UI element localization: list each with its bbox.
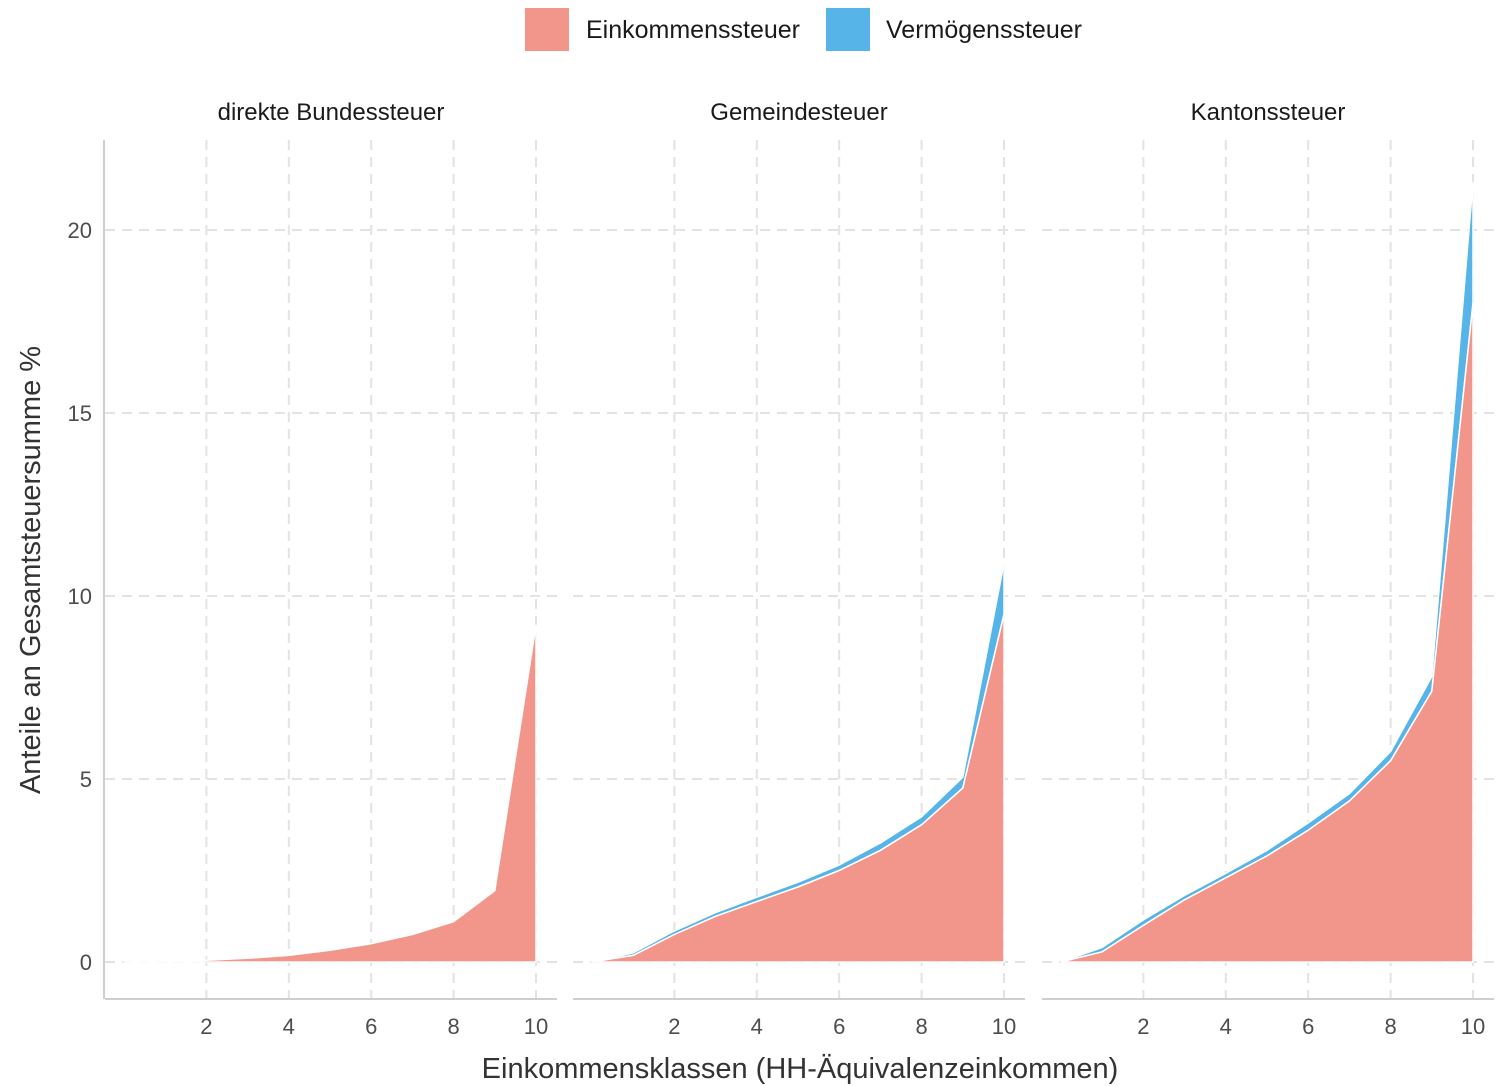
x-tick-label-6: 6 — [833, 1014, 845, 1039]
x-tick-label-10: 10 — [524, 1014, 548, 1039]
legend-swatch-1 — [525, 8, 569, 51]
panel-3: Kantonssteuer 2 4 6 8 10 — [1042, 99, 1494, 1039]
x-tick-label-8: 8 — [915, 1014, 927, 1039]
area-einkommenssteuer — [123, 624, 537, 963]
y-tick-label-15: 15 — [68, 401, 92, 426]
x-tick-label-6: 6 — [1302, 1014, 1314, 1039]
panel-1: direkte Bundessteuer 2 4 6 8 10 — [105, 99, 557, 1039]
legend-label-2: Vermögenssteuer — [886, 16, 1082, 44]
y-tick-label-20: 20 — [68, 218, 92, 243]
y-tick-label-10: 10 — [68, 584, 92, 609]
x-tick-label-4: 4 — [751, 1014, 763, 1039]
x-tick-label-8: 8 — [1384, 1014, 1396, 1039]
legend-label-1: Einkommenssteuer — [586, 16, 800, 44]
x-tick-label-2: 2 — [668, 1014, 680, 1039]
legend: Einkommenssteuer Vermögenssteuer — [525, 8, 1082, 51]
y-axis: 0 5 10 15 20 — [68, 140, 105, 999]
y-axis-title: Anteile an Gesamtsteuersumme % — [15, 346, 47, 794]
x-tick-label-10: 10 — [992, 1014, 1016, 1039]
panel-title: Kantonssteuer — [1191, 99, 1346, 126]
x-tick-label-2: 2 — [200, 1014, 212, 1039]
legend-swatch-2 — [826, 8, 870, 51]
panel-title: Gemeindesteuer — [710, 99, 887, 126]
y-tick-label-0: 0 — [80, 950, 92, 975]
y-tick-label-5: 5 — [80, 767, 92, 792]
x-tick-label-10: 10 — [1461, 1014, 1485, 1039]
area-einkommenssteuer — [591, 613, 1005, 963]
x-axis-title: Einkommensklassen (HH-Äquivalenzeinkomme… — [482, 1053, 1119, 1085]
x-tick-label-4: 4 — [283, 1014, 295, 1039]
area-einkommenssteuer — [1060, 302, 1474, 963]
panel-title: direkte Bundessteuer — [218, 99, 445, 126]
panel-2: Gemeindesteuer 2 4 6 8 10 — [573, 99, 1025, 1039]
x-tick-label-4: 4 — [1220, 1014, 1232, 1039]
x-tick-label-8: 8 — [447, 1014, 459, 1039]
x-tick-label-6: 6 — [365, 1014, 377, 1039]
x-tick-label-2: 2 — [1137, 1014, 1149, 1039]
